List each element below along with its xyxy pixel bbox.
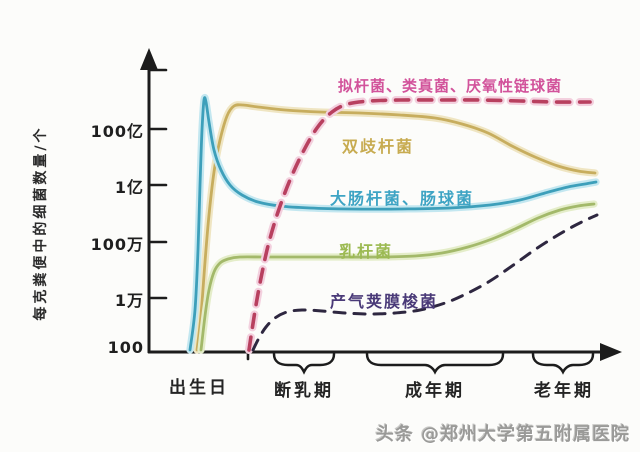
curve-clostridium-perfringens xyxy=(251,213,599,352)
axes xyxy=(147,62,606,354)
y-tick-label-1m: 100万 xyxy=(90,235,144,254)
series-label-perfringens: 产气荚膜梭菌 xyxy=(329,292,439,311)
curves xyxy=(186,93,600,355)
curve-bacteroides xyxy=(247,98,592,352)
y-axis-ticks xyxy=(147,68,168,300)
stage-label-old-age: 老年期 xyxy=(534,381,594,401)
brace-weaning xyxy=(272,352,336,375)
y-tick-label-10k: 1万 xyxy=(114,291,144,310)
y-axis-title: 每克粪便中的细菌数量/个 xyxy=(33,125,49,321)
brace-old-age xyxy=(531,352,595,375)
y-tick-label-10b: 100亿 xyxy=(90,122,144,141)
stage-label-birth: 出生日 xyxy=(169,378,229,398)
series-label-ecoli: 大肠杆菌、肠球菌 xyxy=(329,189,475,208)
series-label-lactobacillus: 乳杆菌 xyxy=(338,242,394,261)
stage-label-adulthood: 成年期 xyxy=(405,381,465,401)
y-tick-label-100m: 1亿 xyxy=(114,178,144,197)
curve-lactobacillus xyxy=(199,202,596,352)
brace-adulthood xyxy=(365,352,505,375)
y-tick-label-100: 100 xyxy=(107,338,144,357)
stage-braces xyxy=(272,352,595,375)
curve-bifidobacterium xyxy=(195,103,597,352)
curve-halo-bacteroides xyxy=(244,95,595,355)
series-label-bacteroides: 拟杆菌、类真菌、厌氧性链球菌 xyxy=(337,77,563,95)
x-axis-arrow-icon xyxy=(600,343,622,361)
stage-label-weaning: 断乳期 xyxy=(274,381,334,401)
series-label-bifidobacterium: 双歧杆菌 xyxy=(341,137,415,156)
watermark: 头条 @郑州大学第五附属医院 xyxy=(375,424,630,445)
y-axis-arrow-icon xyxy=(140,48,158,70)
curve-ecoli-enterococcus xyxy=(188,96,598,352)
